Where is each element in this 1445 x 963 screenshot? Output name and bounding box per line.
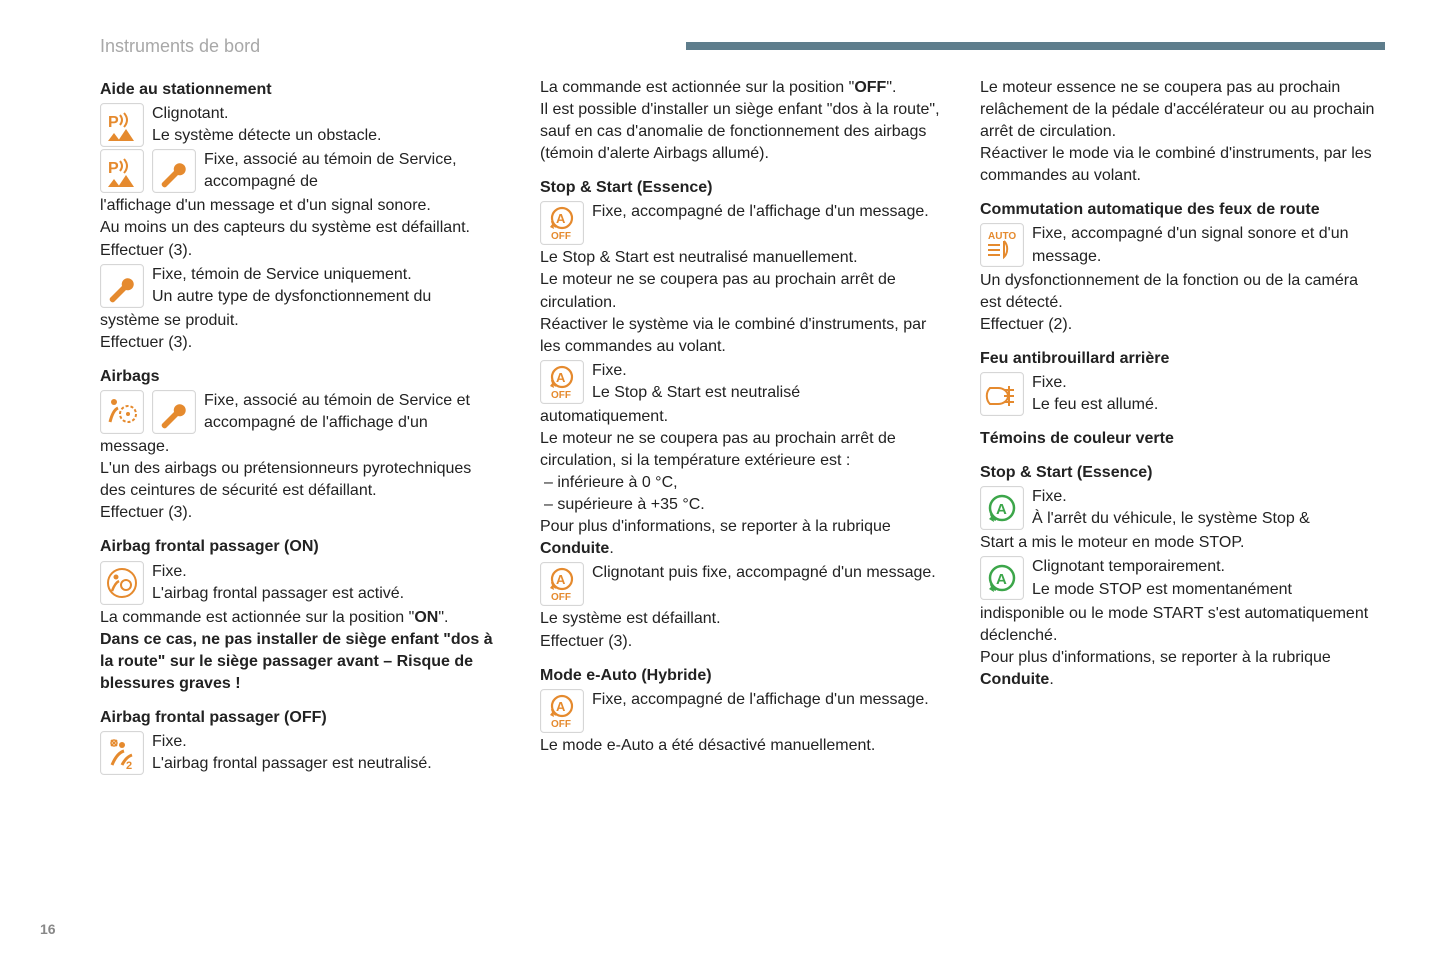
rear-fog-icon [980,372,1024,416]
body-text: Un dysfonctionnement de la fonction ou d… [980,270,1380,314]
body-text: Effectuer (2). [980,314,1380,336]
body-text: Le système est défaillant. [540,608,940,630]
column-3: Le moteur essence ne se coupera pas au p… [980,77,1380,777]
body-text: Au moins un des capteurs du système est … [100,217,500,239]
heading-stop-start: Stop & Start (Essence) [540,177,940,199]
body-text: Fixe. [1032,372,1380,394]
a-off-icon [540,689,584,733]
body-text: Fixe, témoin de Service uniquement. [152,264,500,286]
airbag-on-icon [100,561,144,605]
chapter-title: Instruments de bord [100,36,680,57]
body-text: Fixe. [152,561,500,583]
body-text: Start a mis le moteur en mode STOP. [980,532,1380,554]
body-text: Le Stop & Start est neutralisé [592,382,940,404]
parking-sensor-icon [100,103,144,147]
heading-airbags: Airbags [100,366,500,388]
a-off-icon [540,360,584,404]
body-text: Fixe, associé au témoin de Service, acco… [204,149,500,193]
body-text: l'affichage d'un message et d'un signal … [100,195,500,217]
airbag-icon [100,390,144,434]
a-green-icon [980,556,1024,600]
body-text: Effectuer (3). [540,631,940,653]
body-text: La commande est actionnée sur la positio… [100,607,500,629]
body-text: Un autre type de dysfonctionnement du [152,286,500,308]
body-text: Effectuer (3). [100,332,500,354]
body-text: Fixe, accompagné de l'affichage d'un mes… [592,689,940,711]
body-text: Il est possible d'installer un siège enf… [540,99,940,165]
page-number: 16 [40,921,56,937]
body-text: Fixe, associé au témoin de Service et ac… [204,390,500,434]
body-text: Le Stop & Start est neutralisé manuellem… [540,247,940,269]
a-off-icon [540,562,584,606]
body-text: Réactiver le système via le combiné d'in… [540,314,940,358]
heading-airbag-off: Airbag frontal passager (OFF) [100,707,500,729]
airbag-off-icon [100,731,144,775]
body-text: Clignotant temporairement. [1032,556,1380,578]
parking-sensor-icon [100,149,144,193]
auto-highbeam-icon [980,223,1024,267]
body-text: Clignotant puis fixe, accompagné d'un me… [592,562,940,584]
warning-text: Dans ce cas, ne pas installer de siège e… [100,629,500,695]
content-columns: Aide au stationnement Clignotant. Le sys… [100,77,1385,777]
heading-parking-assist: Aide au stationnement [100,79,500,101]
body-text: Réactiver le mode via le combiné d'instr… [980,143,1380,187]
body-text: automatiquement. [540,406,940,428]
body-text: L'airbag frontal passager est activé. [152,583,500,605]
wrench-icon [152,149,196,193]
heading-airbag-on: Airbag frontal passager (ON) [100,536,500,558]
column-1: Aide au stationnement Clignotant. Le sys… [100,77,500,777]
body-text: À l'arrêt du véhicule, le système Stop & [1032,508,1380,530]
body-text: Le moteur essence ne se coupera pas au p… [980,77,1380,143]
list-item: – supérieure à +35 °C. [540,494,940,516]
body-text: indisponible ou le mode START s'est auto… [980,603,1380,647]
wrench-icon [152,390,196,434]
body-text: Le mode e-Auto a été désactivé manuellem… [540,735,940,757]
wrench-icon [100,264,144,308]
body-text: Le feu est allumé. [1032,394,1380,416]
body-text: Le système détecte un obstacle. [152,125,500,147]
body-text: Le moteur ne se coupera pas au prochain … [540,428,940,472]
body-text: L'airbag frontal passager est neutralisé… [152,753,500,775]
body-text: L'un des airbags ou prétensionneurs pyro… [100,458,500,502]
body-text: Clignotant. [152,103,500,125]
body-text: Fixe. [1032,486,1380,508]
body-text: Fixe, accompagné de l'affichage d'un mes… [592,201,940,223]
heading-auto-highbeam: Commutation automatique des feux de rout… [980,199,1380,221]
header-accent-bar [686,42,1385,50]
body-text: Pour plus d'informations, se reporter à … [980,647,1380,691]
body-text: système se produit. [100,310,500,332]
body-text: Fixe. [152,731,500,753]
body-text: Effectuer (3). [100,240,500,262]
body-text: Fixe, accompagné d'un signal sonore et d… [1032,223,1380,267]
heading-rear-fog: Feu antibrouillard arrière [980,348,1380,370]
body-text: Le mode STOP est momentanément [1032,579,1380,601]
body-text: La commande est actionnée sur la positio… [540,77,940,99]
a-green-icon [980,486,1024,530]
body-text: Fixe. [592,360,940,382]
heading-e-auto: Mode e-Auto (Hybride) [540,665,940,687]
body-text: Pour plus d'informations, se reporter à … [540,516,940,560]
heading-stop-start-green: Stop & Start (Essence) [980,462,1380,484]
body-text: Le moteur ne se coupera pas au prochain … [540,269,940,313]
body-text: message. [100,436,500,458]
body-text: Effectuer (3). [100,502,500,524]
a-off-icon [540,201,584,245]
heading-green-indicators: Témoins de couleur verte [980,428,1380,450]
list-item: – inférieure à 0 °C, [540,472,940,494]
column-2: La commande est actionnée sur la positio… [540,77,940,777]
